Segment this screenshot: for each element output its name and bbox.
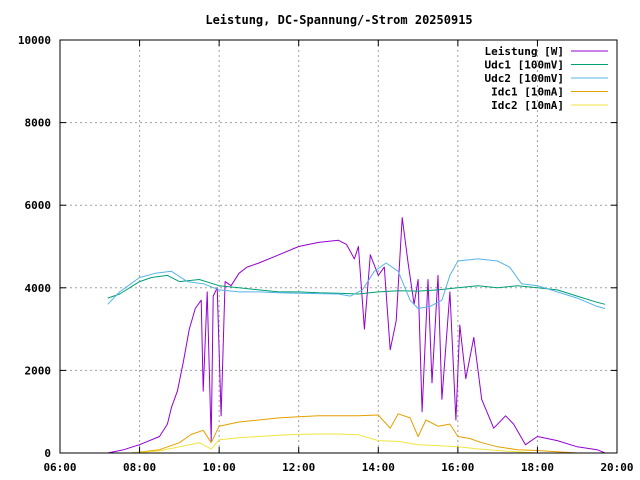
series-line-leistung-w bbox=[107, 217, 606, 454]
series-line-idc1-10ma bbox=[131, 413, 578, 454]
legend-label: Idc2 [10mA] bbox=[491, 99, 564, 112]
legend-label: Leistung [W] bbox=[485, 45, 564, 58]
legend-label: Udc1 [100mV] bbox=[485, 59, 564, 72]
x-tick-label: 06:00 bbox=[43, 461, 76, 474]
y-tick-label: 8000 bbox=[25, 117, 52, 130]
series-layer bbox=[107, 217, 606, 454]
x-tick-label: 18:00 bbox=[521, 461, 554, 474]
series-line-udc1-100mv bbox=[107, 274, 606, 305]
series-line-udc2-100mv bbox=[107, 258, 606, 309]
series-line-idc2-10ma bbox=[131, 433, 538, 454]
chart-title: Leistung, DC-Spannung/-Strom 20250915 bbox=[205, 13, 472, 27]
y-axis-ticks: 0 2000 4000 6000 8000 10000 bbox=[18, 34, 617, 460]
y-tick-label: 0 bbox=[44, 447, 51, 460]
plot-frame bbox=[59, 39, 618, 454]
legend-label: Udc2 [100mV] bbox=[485, 72, 564, 85]
legend: Leistung [W]Udc1 [100mV]Udc2 [100mV]Idc1… bbox=[485, 45, 608, 112]
y-tick-label: 10000 bbox=[18, 34, 51, 47]
y-tick-label: 2000 bbox=[25, 364, 52, 377]
x-axis-ticks: 06:00 08:00 10:00 12:00 14:00 16:00 18:00 20:00 bbox=[43, 40, 634, 474]
x-tick-label: 14:00 bbox=[362, 461, 395, 474]
y-tick-label: 4000 bbox=[25, 282, 52, 295]
x-tick-label: 10:00 bbox=[203, 461, 236, 474]
y-tick-label: 6000 bbox=[25, 199, 52, 212]
x-tick-label: 08:00 bbox=[123, 461, 156, 474]
x-tick-label: 20:00 bbox=[600, 461, 633, 474]
x-tick-label: 16:00 bbox=[441, 461, 474, 474]
legend-label: Idc1 [10mA] bbox=[491, 86, 564, 99]
x-tick-label: 12:00 bbox=[282, 461, 315, 474]
